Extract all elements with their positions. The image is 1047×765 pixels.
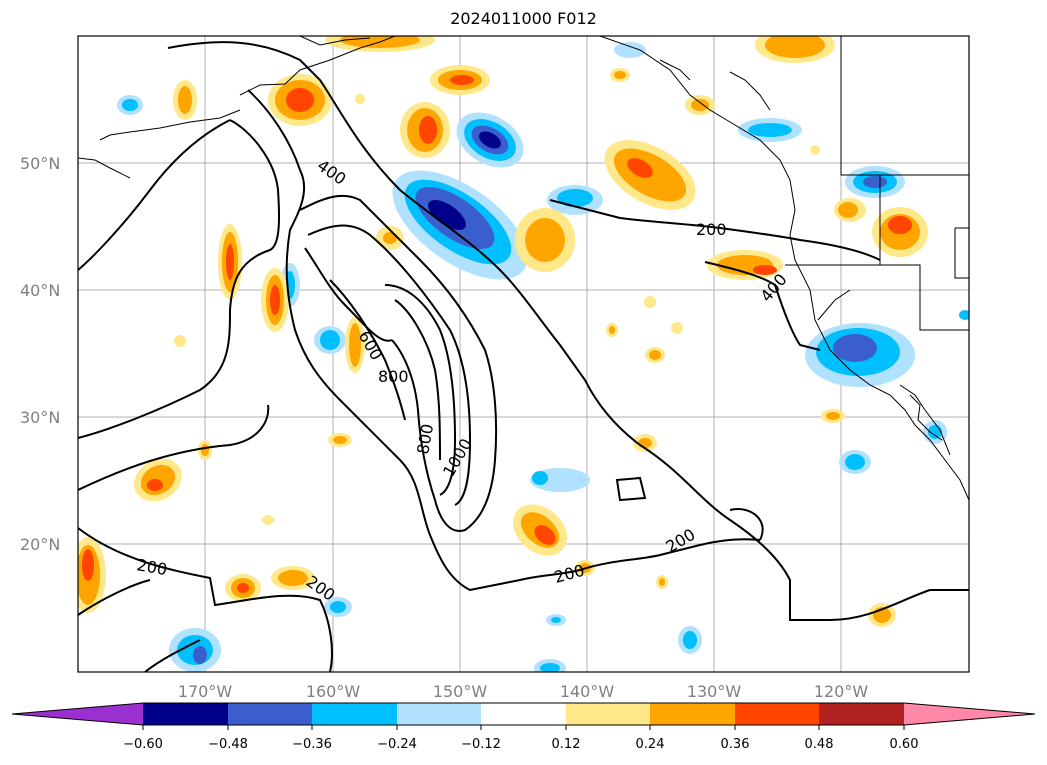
height-contours (78, 41, 969, 672)
lon-tick-labels: 170°W 160°W 150°W 140°W 130°W 120°W (178, 682, 869, 701)
colorbar-under-arrow (12, 703, 143, 725)
colorbar-label: 0.24 (636, 737, 665, 752)
colorbar-label: 0.12 (552, 737, 581, 752)
colorbar-label: −0.12 (461, 737, 501, 752)
colorbar-label: −0.60 (123, 737, 163, 752)
lat-tick-label: 20°N (20, 535, 60, 554)
colorbar-bin (481, 703, 566, 725)
lon-tick-label: 120°W (814, 682, 869, 701)
colorbar-over-arrow (904, 703, 1035, 725)
lat-tick-labels: 20°N 30°N 40°N 50°N (20, 154, 60, 554)
colorbar-label: −0.24 (377, 737, 417, 752)
lat-tick-label: 40°N (20, 281, 60, 300)
colorbar-bin (650, 703, 735, 725)
lon-tick-label: 140°W (560, 682, 615, 701)
coastlines (78, 36, 969, 501)
lat-tick-label: 30°N (20, 408, 60, 427)
colorbar-label: 0.36 (721, 737, 750, 752)
colorbar-bin (228, 703, 312, 725)
contour-label: 200 (696, 220, 727, 239)
positive-anomalies (78, 36, 928, 627)
colorbar-labels: −0.60 −0.48 −0.36 −0.24 −0.12 0.12 0.24 … (123, 737, 918, 752)
lon-tick-label: 160°W (306, 682, 361, 701)
colorbar-bin (566, 703, 650, 725)
colorbar-bin (819, 703, 904, 725)
colorbar-bin (397, 703, 481, 725)
colorbar-label: −0.48 (208, 737, 248, 752)
colorbar-label: −0.36 (292, 737, 332, 752)
colorbar-bin (735, 703, 819, 725)
colorbar-label: 0.60 (890, 737, 919, 752)
colorbar: −0.60 −0.48 −0.36 −0.24 −0.12 0.12 0.24 … (11, 702, 1036, 752)
colorbar-ticks (142, 725, 905, 730)
map-title: 2024011000 F012 (450, 9, 597, 28)
lon-tick-label: 170°W (178, 682, 233, 701)
map-frame (77, 35, 970, 673)
map-plot-area: 400 200 600 800 800 1000 200 200 200 200… (78, 36, 969, 672)
lat-tick-label: 50°N (20, 154, 60, 173)
colorbar-bin (312, 703, 397, 725)
contour-label: 800 (378, 367, 409, 386)
lon-tick-label: 150°W (433, 682, 488, 701)
negative-anomalies (117, 42, 969, 672)
colorbar-bin (143, 703, 228, 725)
lon-tick-label: 130°W (687, 682, 742, 701)
colorbar-label: 0.48 (805, 737, 834, 752)
